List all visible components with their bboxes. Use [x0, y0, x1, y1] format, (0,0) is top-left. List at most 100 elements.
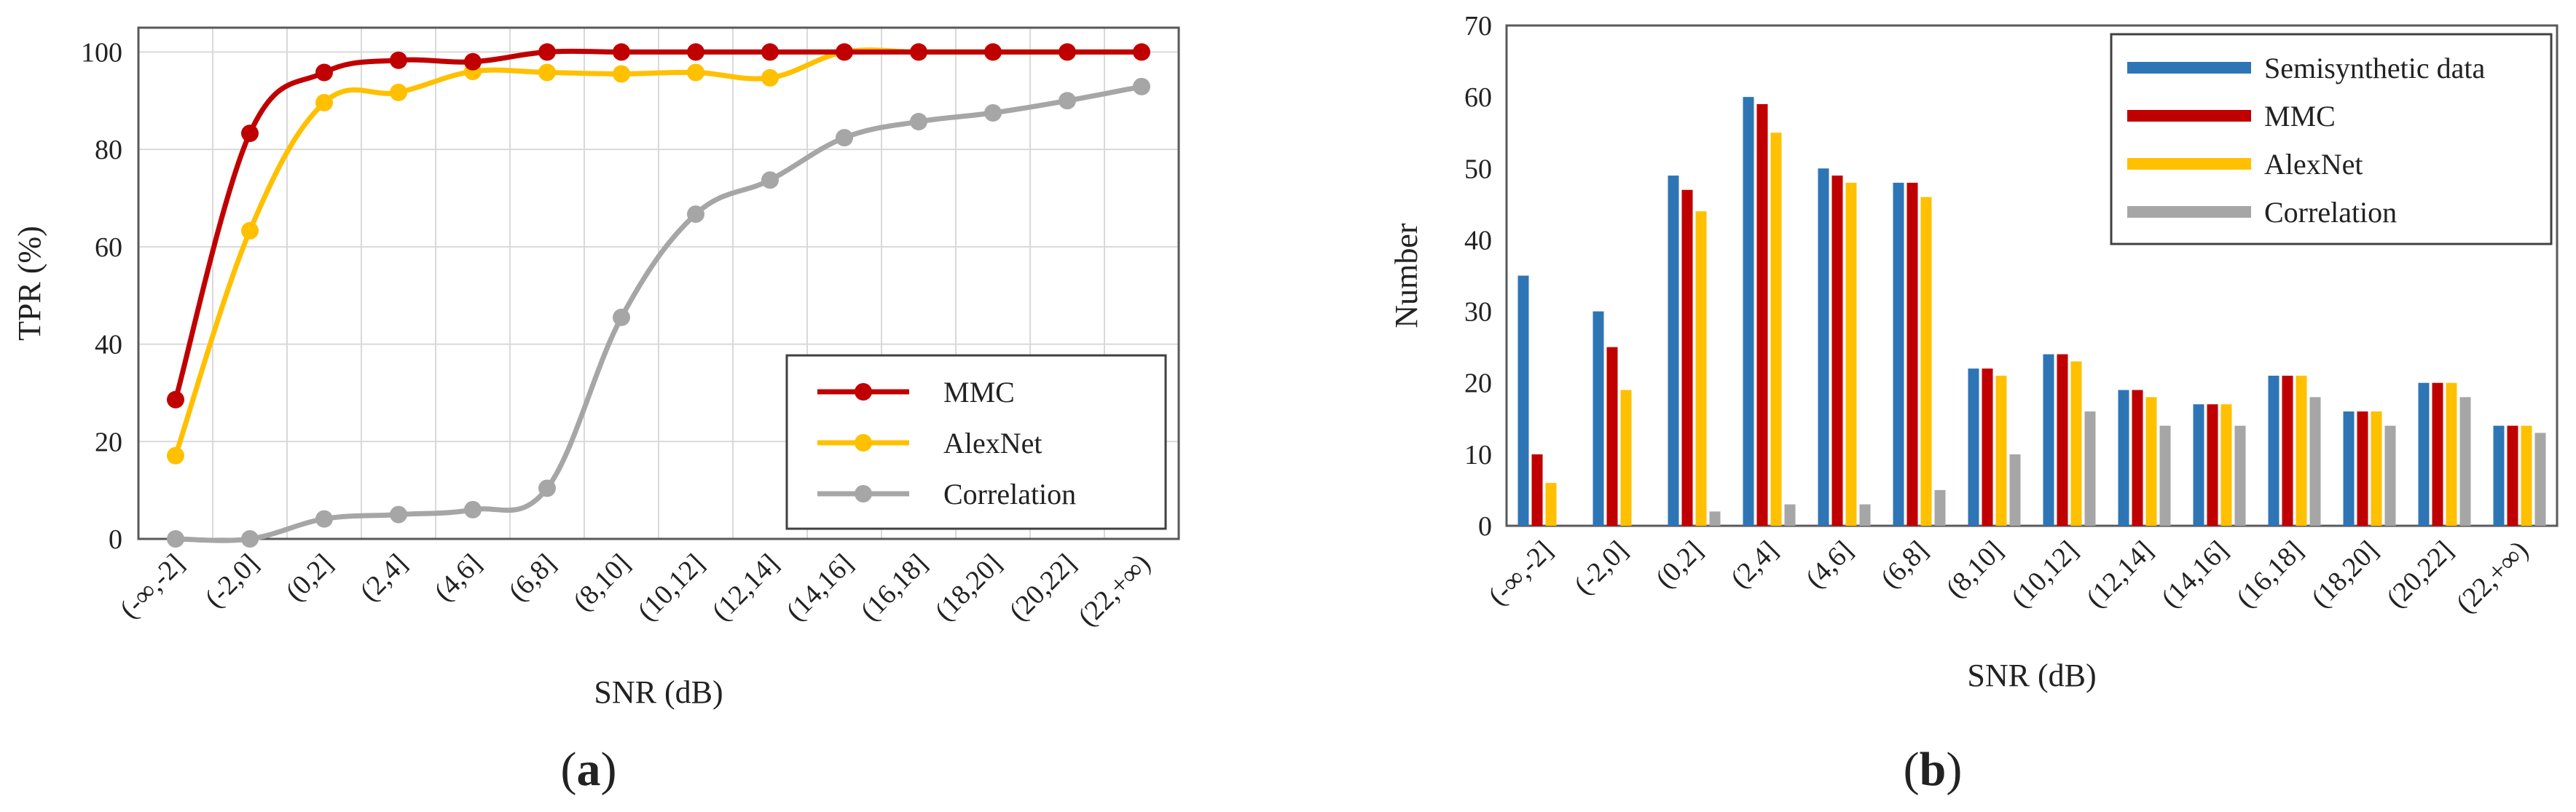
a-y-tick-label: 0 — [109, 524, 122, 555]
b-x-tick-label: (8,10] — [1940, 535, 2009, 604]
b-bar-alexnet — [2371, 411, 2382, 526]
b-y-tick-label: 40 — [1464, 225, 1492, 256]
b-bar-semisynthetic-data — [1743, 97, 1754, 527]
b-bar-correlation — [1784, 504, 1796, 526]
a-point-mmc — [390, 51, 407, 69]
b-bar-alexnet — [2070, 361, 2082, 526]
b-legend-label: Correlation — [2264, 196, 2397, 229]
b-bar-alexnet — [1695, 211, 1707, 526]
b-y-tick-label: 30 — [1464, 297, 1492, 328]
b-legend-swatch — [2127, 110, 2251, 122]
b-legend-swatch — [2127, 206, 2251, 218]
b-x-tick-label: (10,12] — [2006, 535, 2084, 614]
a-plot-frame — [137, 26, 1180, 540]
a-y-tick-label: 80 — [95, 135, 122, 165]
a-y-tick-label: 40 — [95, 330, 122, 360]
a-x-tick-label: (14,16] — [780, 548, 859, 627]
b-x-tick-label: (-2,0] — [1568, 535, 1634, 601]
b-bar-mmc — [2357, 411, 2368, 526]
b-bar-alexnet — [1620, 390, 1632, 526]
a-x-tick-label: (18,20] — [929, 548, 1008, 627]
b-y-tick-label: 20 — [1464, 368, 1492, 399]
a-point-mmc — [315, 63, 333, 82]
b-bar-mmc — [2507, 425, 2518, 526]
a-x-tick-label: (0,2] — [280, 548, 339, 607]
a-point-mmc — [613, 43, 630, 61]
b-bar-alexnet — [2145, 397, 2157, 526]
a-x-tick-label: (10,12] — [632, 548, 710, 627]
b-bar-correlation — [1859, 504, 1871, 526]
a-panel-label: (a) — [561, 743, 617, 796]
a-x-tick-label: (-2,0] — [199, 548, 264, 614]
b-bar-correlation — [1709, 511, 1721, 526]
a-point-correlation — [167, 530, 184, 548]
a-point-alexnet — [390, 83, 407, 101]
a-x-tick-label: (6,8] — [503, 548, 562, 607]
a-point-correlation — [1059, 92, 1076, 110]
a-x-tick-label: (-∞,-2] — [114, 548, 191, 625]
b-x-axis-title: SNR (dB) — [1967, 658, 2096, 693]
a-point-mmc — [1133, 43, 1150, 61]
a-point-correlation — [241, 530, 259, 548]
a-point-correlation — [687, 205, 704, 224]
b-x-tick-label: (18,20] — [2306, 535, 2384, 614]
a-point-correlation — [315, 510, 333, 528]
b-bar-mmc — [2057, 354, 2068, 526]
b-x-tick-label: (20,22] — [2381, 535, 2459, 614]
b-x-tick-label: (0,2] — [1650, 535, 1709, 594]
b-bar-alexnet — [1845, 182, 1857, 526]
b-bar-semisynthetic-data — [1668, 176, 1679, 526]
a-point-correlation — [761, 171, 779, 189]
b-bar-mmc — [1907, 182, 1918, 526]
a-point-mmc — [687, 43, 704, 61]
b-bar-correlation — [2234, 425, 2246, 526]
b-y-tick-label: 60 — [1464, 82, 1492, 113]
b-x-tick-label: (4,6] — [1800, 535, 1859, 594]
a-x-tick-label: (12,14] — [706, 548, 785, 627]
a-point-mmc — [167, 390, 184, 409]
b-bar-alexnet — [2220, 404, 2232, 526]
b-bar-correlation — [2159, 425, 2171, 526]
a-point-correlation — [464, 500, 482, 519]
b-bar-mmc — [2432, 382, 2443, 526]
a-x-tick-label: (8,10] — [568, 548, 637, 618]
b-legend-swatch — [2127, 62, 2251, 74]
a-point-alexnet — [315, 93, 333, 111]
b-bar-semisynthetic-data — [1593, 311, 1604, 526]
b-x-tick-label: (6,8] — [1875, 535, 1934, 594]
b-bar-correlation — [2009, 454, 2021, 526]
b-bar-semisynthetic-data — [1893, 182, 1904, 526]
a-point-alexnet — [761, 68, 779, 87]
b-bar-mmc — [1531, 454, 1543, 526]
b-bar-mmc — [1681, 189, 1693, 526]
b-bar-mmc — [2207, 404, 2218, 526]
b-bar-alexnet — [2446, 382, 2457, 526]
b-legend-label: AlexNet — [2264, 148, 2363, 181]
a-point-mmc — [836, 43, 853, 61]
b-bar-semisynthetic-data — [2493, 425, 2505, 526]
b-bar-alexnet — [2521, 425, 2532, 526]
b-y-tick-label: 10 — [1464, 440, 1492, 470]
b-y-tick-label: 70 — [1464, 11, 1492, 42]
b-y-tick-label: 0 — [1478, 511, 1492, 542]
b-bar-correlation — [2459, 397, 2471, 526]
b-bar-alexnet — [1995, 375, 2007, 526]
b-x-tick-label: (22,+∞) — [2450, 535, 2534, 620]
a-point-mmc — [761, 43, 779, 61]
b-bar-correlation — [2534, 433, 2546, 526]
a-point-alexnet — [241, 221, 259, 240]
a-x-tick-label: (2,4] — [354, 548, 413, 607]
a-x-tick-label: (22,+∞) — [1072, 548, 1157, 633]
b-bar-correlation — [1934, 489, 1946, 526]
b-x-tick-label: (-∞,-2] — [1483, 535, 1559, 612]
a-series-line-correlation — [175, 84, 1142, 543]
b-bar-mmc — [1831, 176, 1843, 526]
b-y-tick-label: 50 — [1464, 154, 1492, 184]
a-legend-marker — [855, 485, 872, 502]
a-point-correlation — [538, 479, 556, 497]
b-bar-semisynthetic-data — [2193, 404, 2204, 526]
b-bar-semisynthetic-data — [1818, 168, 1829, 527]
b-bar-correlation — [2384, 425, 2396, 526]
b-bar-semisynthetic-data — [2043, 354, 2054, 526]
